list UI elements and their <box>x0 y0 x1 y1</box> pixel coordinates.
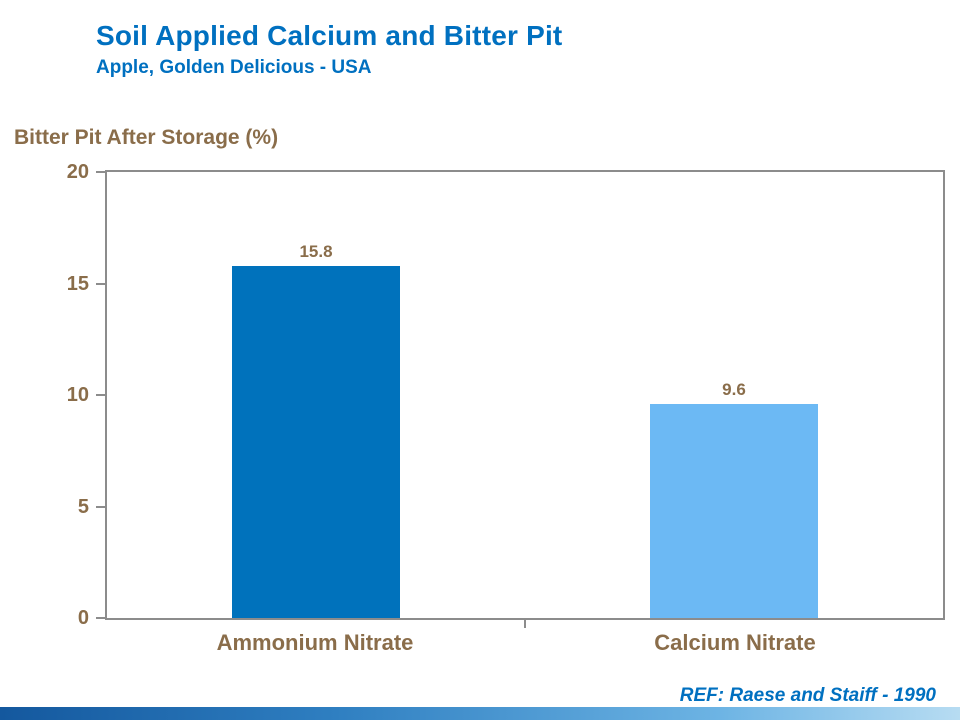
y-axis-ticks: 0 5 10 15 20 <box>67 162 943 628</box>
bar-value-label: 9.6 <box>722 379 746 399</box>
y-tick-mark <box>96 282 105 285</box>
bar-calcium-nitrate <box>650 403 818 618</box>
category-label: Ammonium Nitrate <box>216 630 414 655</box>
x-axis-center-tick-mark <box>524 620 526 628</box>
bar-ammonium-nitrate <box>232 265 400 618</box>
reference-text: REF: Raese and Staiff - 1990 <box>679 685 936 706</box>
slide-subtitle: Apple, Golden Delicious - USA <box>96 57 372 78</box>
y-tick-label: 0 <box>77 607 89 629</box>
y-tick-mark <box>96 171 105 173</box>
y-tick-label: 15 <box>66 272 89 295</box>
x-axis-labels: Ammonium Nitrate Calcium Nitrate <box>105 630 945 656</box>
bar-slot: 15.8 <box>107 172 525 618</box>
y-tick-label: 20 <box>66 161 89 183</box>
y-tick-mark <box>96 505 105 508</box>
y-axis-title: Bitter Pit After Storage (%) <box>14 126 279 149</box>
slide-title: Soil Applied Calcium and Bitter Pit <box>96 20 563 51</box>
bar-slot: 9.6 <box>525 172 943 618</box>
y-tick-label: 5 <box>77 495 89 518</box>
plot-area: 0 5 10 15 20 15.8 9.6 <box>67 162 945 628</box>
slide-header: Soil Applied Calcium and Bitter Pit Appl… <box>96 20 562 79</box>
y-tick-mark <box>96 394 105 396</box>
bars: 15.8 9.6 <box>107 172 943 618</box>
bar-value-label: 15.8 <box>299 241 333 261</box>
y-tick-mark <box>96 617 105 619</box>
category-label: Calcium Nitrate <box>654 630 816 655</box>
y-tick-label: 10 <box>66 384 89 406</box>
bottom-gradient-bar <box>0 707 960 720</box>
